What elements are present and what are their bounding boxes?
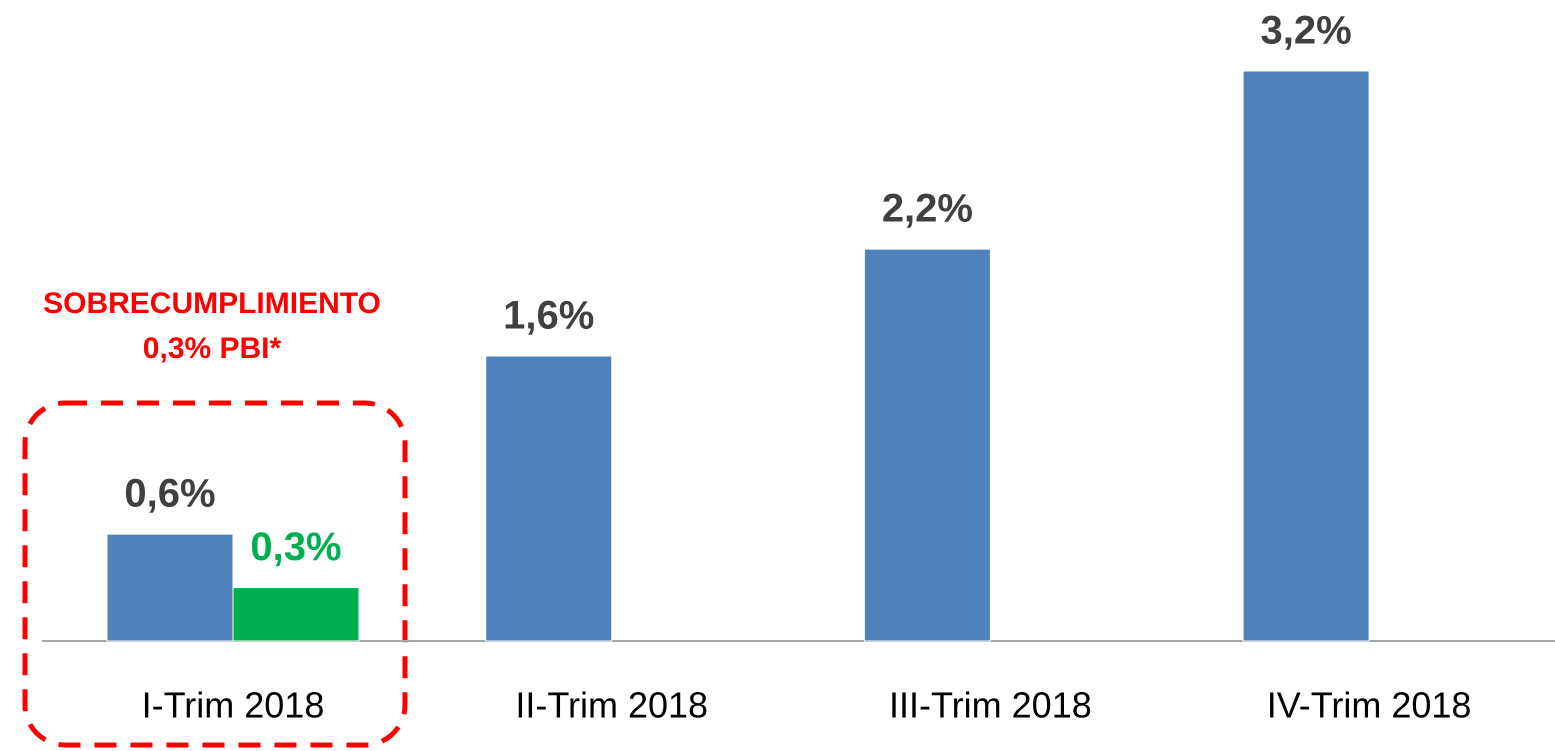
- bar: [106, 533, 234, 642]
- highlight-box: [22, 400, 408, 748]
- x-tick-label: I-Trim 2018: [142, 685, 325, 726]
- bar: [863, 248, 991, 642]
- data-label: 3,2%: [1261, 9, 1352, 53]
- x-tick-label: II-Trim 2018: [515, 685, 708, 726]
- annotation: 0,3% PBI*: [143, 332, 282, 365]
- annotation: SOBRECUMPLIMIENTO: [43, 287, 381, 320]
- x-tick-label: III-Trim 2018: [889, 685, 1092, 726]
- bar: [232, 587, 360, 642]
- bar: [1242, 70, 1370, 642]
- data-label: 1,6%: [503, 294, 594, 338]
- x-tick-label: IV-Trim 2018: [1267, 685, 1472, 726]
- data-label: 2,2%: [882, 187, 973, 231]
- bar: [485, 355, 613, 642]
- data-label: 0,6%: [124, 472, 215, 516]
- data-label: 0,3%: [250, 525, 341, 569]
